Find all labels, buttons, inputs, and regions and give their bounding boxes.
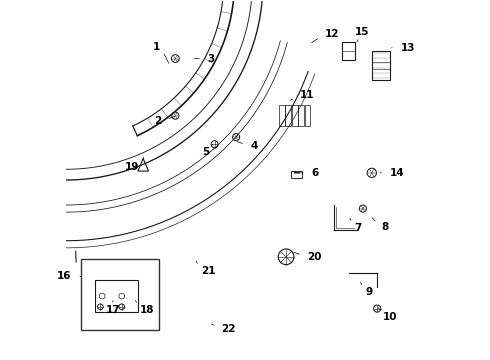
Text: 20: 20 [307,252,322,262]
Text: 9: 9 [365,287,372,297]
Text: 22: 22 [221,324,236,334]
Bar [292,171,302,178]
Text: 1: 1 [153,42,160,51]
Text: 15: 15 [354,27,369,37]
Text: 19: 19 [124,162,139,172]
Text: 14: 14 [390,168,404,178]
Text: 5: 5 [202,147,209,157]
Text: 6: 6 [311,168,318,178]
Text: 8: 8 [381,222,388,231]
Text: 16: 16 [57,271,72,282]
Text: 3: 3 [207,54,215,64]
Bar [285,105,291,126]
Text: 2: 2 [154,116,161,126]
Text: 18: 18 [140,305,155,315]
Bar [292,105,297,126]
Bar [279,105,285,126]
Bar [95,280,138,312]
Text: 4: 4 [250,141,257,151]
Text: 11: 11 [300,90,314,100]
Text: 7: 7 [355,222,362,233]
Bar [372,51,390,80]
Bar [81,258,159,330]
Text: 21: 21 [201,266,216,275]
Text: 17: 17 [105,305,120,315]
Text: 10: 10 [383,312,398,322]
Bar [342,42,355,60]
Text: 13: 13 [400,43,415,53]
Bar [305,105,310,126]
Text: 12: 12 [324,29,339,39]
Bar [298,105,304,126]
